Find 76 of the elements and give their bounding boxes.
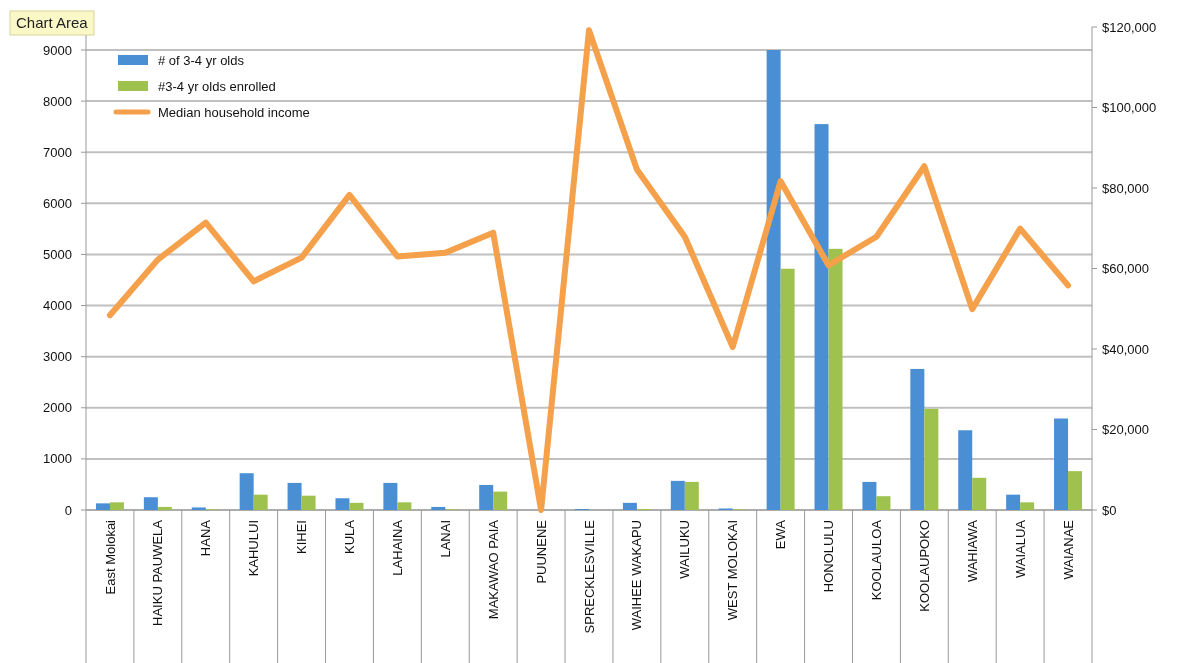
bar <box>684 481 699 510</box>
y2-tick-label: $0 <box>1102 502 1117 518</box>
x-tick-label: WAHIAWA <box>964 519 980 583</box>
y-tick-label: 6000 <box>43 195 72 211</box>
x-tick-label: HONOLULU <box>821 520 837 593</box>
bar <box>143 497 158 510</box>
bar <box>95 503 110 510</box>
bar <box>239 473 254 510</box>
bar <box>924 408 939 510</box>
y-tick-label: 3000 <box>43 349 72 365</box>
bar <box>670 480 685 510</box>
bar <box>287 482 302 510</box>
bar <box>383 482 398 510</box>
x-tick-label: KOOLAUPOKO <box>916 520 932 612</box>
legend-label: # of 3-4 yr olds <box>158 52 245 68</box>
bar <box>1006 494 1021 510</box>
y-tick-label: 7000 <box>43 144 72 160</box>
x-tick-label: KIHEI <box>294 520 310 554</box>
bar <box>622 502 637 510</box>
bar <box>780 268 795 510</box>
bar <box>479 484 494 510</box>
y-tick-label: 2000 <box>43 400 72 416</box>
bar <box>910 368 925 510</box>
y-tick-label: 9000 <box>43 42 72 58</box>
bar <box>1054 418 1069 510</box>
x-tick-label: WAIHEE WAKAPU <box>629 520 645 631</box>
x-tick-label: KOOLAULOA <box>868 519 884 601</box>
x-tick-label: WAIALUA <box>1012 519 1028 579</box>
x-tick-label: LANAI <box>437 520 453 558</box>
bar <box>958 430 973 510</box>
x-tick-label: WEST MOLOKAI <box>725 520 741 621</box>
bar <box>1068 471 1083 510</box>
bar <box>397 502 412 510</box>
bar <box>109 502 124 510</box>
bar <box>157 506 172 510</box>
annotation: Chart Area <box>16 14 89 32</box>
legend-label: #3-4 yr olds enrolled <box>158 78 276 94</box>
bar <box>253 494 268 510</box>
x-tick-label: PUUNENE <box>533 519 549 584</box>
bar <box>493 491 508 510</box>
x-tick-label: WAIANAE <box>1060 519 1076 580</box>
x-tick-label: KULA <box>342 519 358 554</box>
y2-tick-label: $80,000 <box>1102 180 1149 196</box>
bar <box>431 506 446 510</box>
bar <box>862 481 877 510</box>
y2-tick-label: $60,000 <box>1102 261 1149 277</box>
x-tick-label: EWA <box>773 519 789 550</box>
x-tick-label: HANA <box>198 519 214 557</box>
x-tick-label: MAKAWAO PAIA <box>485 519 501 620</box>
y2-tick-label: $20,000 <box>1102 422 1149 438</box>
x-tick-label: LAHAINA <box>389 519 405 576</box>
y-tick-label: 0 <box>64 502 72 518</box>
y2-tick-label: $120,000 <box>1102 19 1157 35</box>
x-tick-label: East Molokai <box>102 519 118 595</box>
y2-tick-label: $100,000 <box>1102 100 1157 116</box>
x-tick-label: SPRECKLESVILLE <box>581 519 597 634</box>
bar <box>349 502 364 510</box>
bar <box>301 495 316 510</box>
bar <box>876 496 891 510</box>
y-tick-label: 1000 <box>43 451 72 467</box>
bar <box>1020 502 1035 510</box>
y-tick-label: 5000 <box>43 246 72 262</box>
tooltip: Chart Area <box>9 10 95 36</box>
x-tick-label: KAHULUI <box>246 520 262 577</box>
y-tick-label: 8000 <box>43 93 72 109</box>
bar <box>814 124 829 510</box>
x-tick-label: WAILUKU <box>677 520 693 579</box>
legend-label: Median household income <box>158 104 310 120</box>
bar <box>972 477 987 510</box>
y2-tick-label: $40,000 <box>1102 341 1149 357</box>
y-tick-label: 4000 <box>43 298 72 314</box>
x-tick-label: HAIKU PAUWELA <box>150 519 166 626</box>
bar <box>191 507 206 510</box>
bar <box>335 498 350 510</box>
bar <box>766 50 781 510</box>
bar <box>828 248 843 510</box>
